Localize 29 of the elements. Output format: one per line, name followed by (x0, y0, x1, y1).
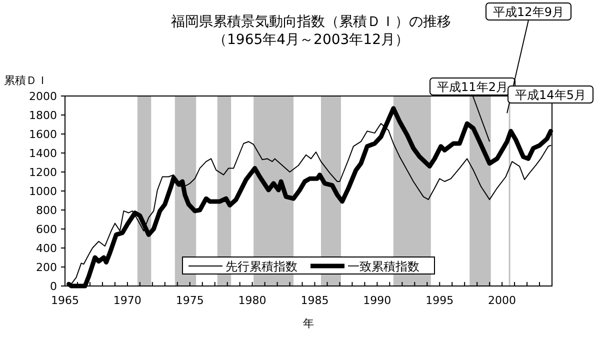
x-tick-label: 1995 (426, 294, 454, 307)
annotation: 平成14年5月 (515, 88, 586, 102)
y-tick-label: 1600 (29, 128, 57, 141)
y-tick-label: 0 (50, 280, 57, 293)
y-tick-label: 1200 (29, 166, 57, 179)
x-tick-label: 2000 (488, 294, 516, 307)
y-tick-label: 1800 (29, 109, 57, 122)
y-tick-label: 200 (36, 261, 57, 274)
x-tick-label: 1990 (363, 294, 392, 307)
legend-label: 一致累積指数 (348, 260, 420, 274)
x-tick-label: 1970 (113, 294, 142, 307)
annotation: 平成11年2月 (437, 80, 508, 94)
y-tick-label: 400 (36, 242, 57, 255)
legend-label: 先行累積指数 (226, 260, 298, 274)
x-tick-label: 1980 (238, 294, 266, 307)
callout: 平成14年5月 (508, 86, 594, 104)
annotation: 平成12年9月 (493, 5, 564, 19)
x-tick-label: 1965 (51, 294, 79, 307)
y-tick-label: 1000 (29, 185, 57, 198)
x-tick-label: 1985 (300, 294, 329, 307)
x-tick-label: 1975 (176, 294, 204, 307)
y-tick-label: 2000 (29, 90, 57, 103)
y-axis-title: 累積ＤＩ (4, 74, 48, 87)
chart-subtitle: （1965年4月～2003年12月） (213, 32, 409, 48)
y-tick-label: 800 (36, 204, 57, 217)
y-tick-label: 1400 (29, 147, 57, 160)
x-axis-title: 年 (303, 317, 314, 330)
y-tick-label: 600 (36, 223, 57, 236)
chart-title: 福岡県累積景気動向指数（累積ＤＩ）の推移 (171, 14, 451, 30)
